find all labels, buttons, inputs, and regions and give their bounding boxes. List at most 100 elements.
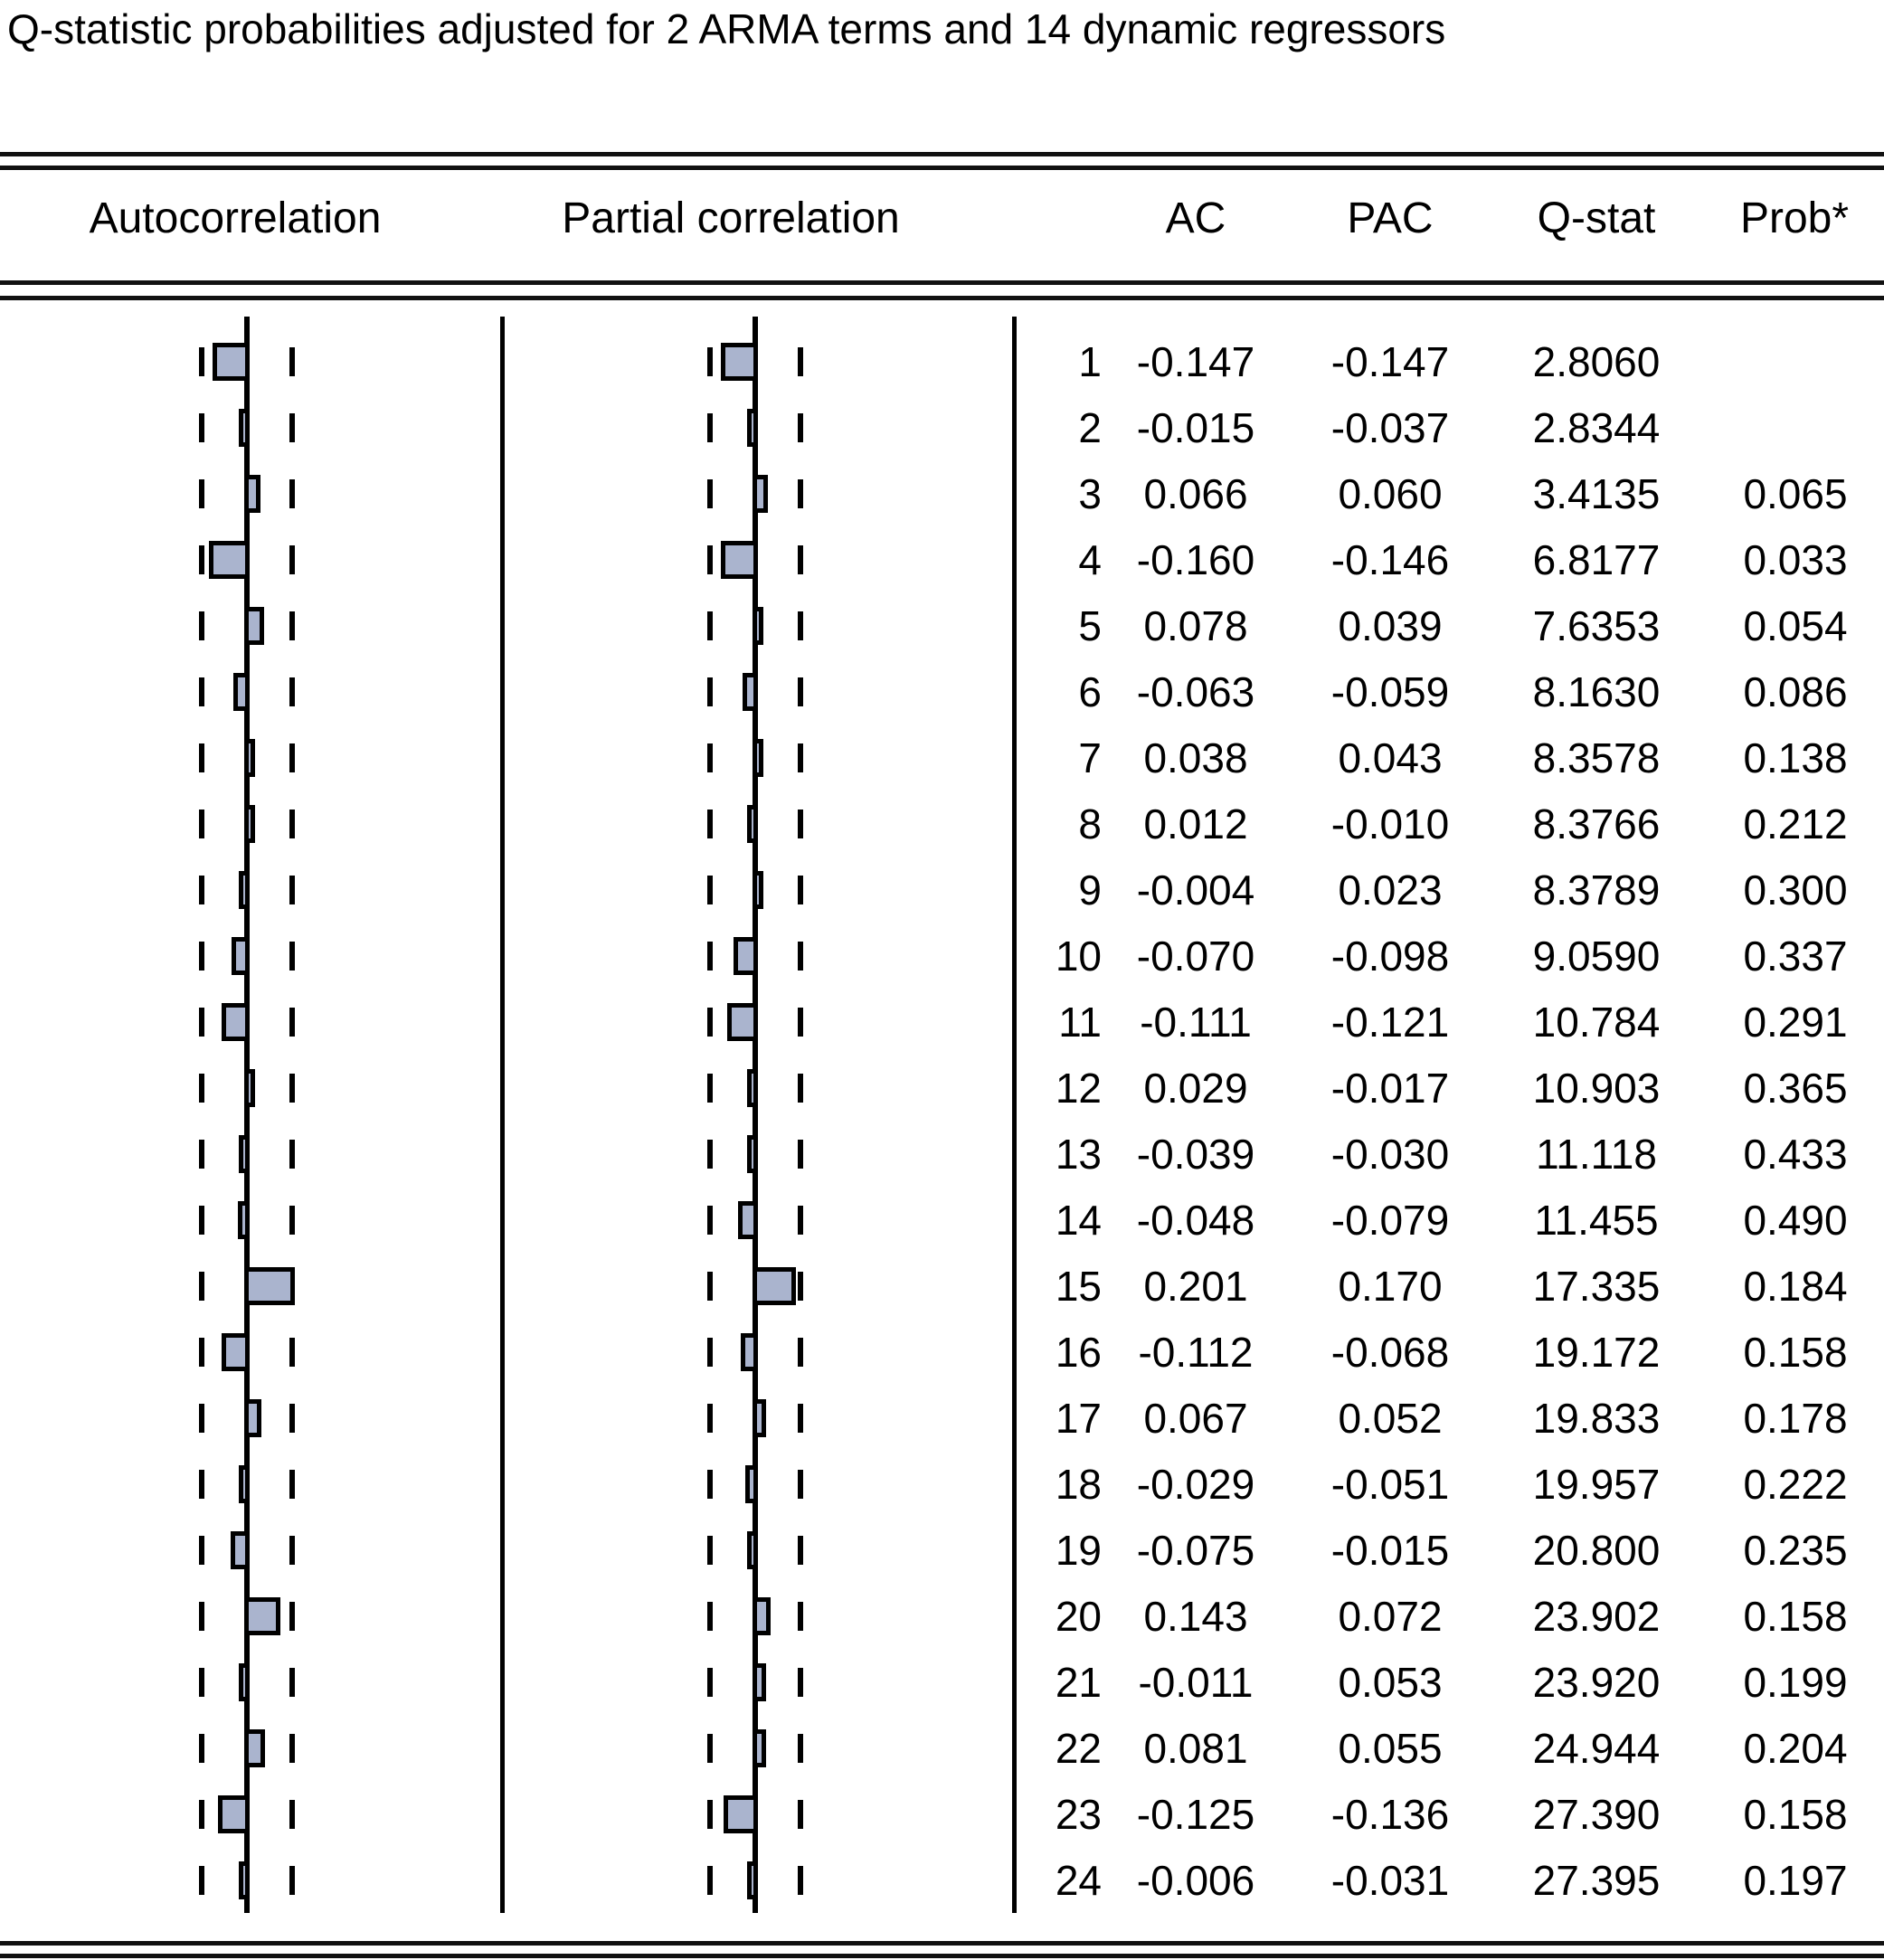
- pac-value: -0.098: [1330, 933, 1450, 980]
- column-separator-1: [500, 317, 505, 1913]
- pac-bar: [734, 937, 758, 975]
- ac-bar: [213, 343, 250, 381]
- ac-value: -0.006: [1136, 1857, 1255, 1904]
- ac-bar: [239, 409, 250, 447]
- column-header-pac: PAC: [1347, 194, 1434, 242]
- confidence-band-dash: [289, 677, 295, 706]
- confidence-band-dash: [707, 677, 713, 706]
- confidence-band-dash: [199, 479, 204, 508]
- ac-value: -0.112: [1138, 1329, 1254, 1376]
- confidence-band-dash: [289, 413, 295, 442]
- ac-bar: [239, 1465, 250, 1503]
- qstat-value: 27.395: [1532, 1857, 1661, 1904]
- prob-value: 0.212: [1743, 800, 1848, 847]
- confidence-band-dash: [707, 479, 713, 508]
- lag-label: 8: [1078, 800, 1102, 847]
- confidence-band-dash: [798, 1602, 803, 1631]
- pac-bar: [753, 871, 763, 909]
- prob-value: 0.138: [1743, 734, 1848, 781]
- pac-bar: [721, 343, 758, 381]
- ac-value: -0.039: [1136, 1131, 1255, 1178]
- bottom-rule-line-1: [0, 1941, 1884, 1946]
- ac-bar: [244, 739, 255, 777]
- confidence-band-dash: [707, 1668, 713, 1697]
- ac-bar: [244, 1399, 261, 1437]
- pac-bar: [753, 1597, 771, 1635]
- ac-value: 0.012: [1143, 800, 1248, 847]
- confidence-band-dash: [707, 1074, 713, 1103]
- confidence-band-dash: [289, 1074, 295, 1103]
- prob-value: 0.086: [1743, 668, 1848, 715]
- confidence-band-dash: [707, 1140, 713, 1169]
- confidence-band-dash: [707, 743, 713, 772]
- prob-value: 0.222: [1743, 1461, 1848, 1508]
- lag-label: 14: [1055, 1197, 1102, 1244]
- pac-value: 0.170: [1338, 1263, 1443, 1310]
- confidence-band-dash: [199, 1602, 204, 1631]
- ac-value: 0.029: [1143, 1065, 1248, 1112]
- qstat-value: 11.455: [1534, 1197, 1659, 1244]
- lag-label: 16: [1055, 1329, 1102, 1376]
- ac-bar: [244, 1267, 295, 1305]
- confidence-band-dash: [798, 1140, 803, 1169]
- prob-value: 0.235: [1743, 1527, 1848, 1574]
- confidence-band-dash: [289, 347, 295, 376]
- ac-value: -0.029: [1136, 1461, 1255, 1508]
- prob-value: 0.291: [1743, 999, 1848, 1046]
- confidence-band-dash: [289, 1602, 295, 1631]
- qstat-value: 23.902: [1532, 1593, 1661, 1640]
- lag-label: 12: [1055, 1065, 1102, 1112]
- pac-value: -0.010: [1330, 800, 1450, 847]
- confidence-band-dash: [199, 611, 204, 640]
- ac-bar: [222, 1003, 250, 1041]
- qstat-value: 2.8060: [1532, 338, 1661, 385]
- lag-label: 1: [1078, 338, 1102, 385]
- ac-bar: [239, 1663, 250, 1701]
- pac-value: -0.017: [1330, 1065, 1450, 1112]
- pac-value: 0.052: [1338, 1395, 1443, 1442]
- confidence-band-dash: [798, 1866, 803, 1895]
- confidence-band-dash: [707, 1602, 713, 1631]
- column-separator-2: [1012, 317, 1017, 1913]
- confidence-band-dash: [199, 1338, 204, 1367]
- confidence-band-dash: [199, 677, 204, 706]
- pac-bar: [753, 607, 763, 645]
- confidence-band-dash: [199, 1272, 204, 1301]
- confidence-band-dash: [707, 1800, 713, 1829]
- confidence-band-dash: [707, 1470, 713, 1499]
- pac-bar: [738, 1201, 758, 1239]
- confidence-band-dash: [199, 545, 204, 574]
- confidence-band-dash: [199, 810, 204, 838]
- lag-label: 21: [1055, 1659, 1102, 1706]
- pac-value: -0.051: [1330, 1461, 1450, 1508]
- prob-value: 0.204: [1743, 1725, 1848, 1772]
- qstat-value: 23.920: [1532, 1659, 1661, 1706]
- confidence-band-dash: [289, 876, 295, 904]
- confidence-band-dash: [707, 545, 713, 574]
- confidence-band-dash: [199, 1536, 204, 1565]
- pac-bar: [753, 475, 768, 513]
- pac-value: 0.039: [1338, 602, 1443, 649]
- confidence-band-dash: [798, 1404, 803, 1433]
- pac-bar: [753, 1663, 766, 1701]
- confidence-band-dash: [798, 942, 803, 971]
- lag-label: 20: [1055, 1593, 1102, 1640]
- ac-bar: [222, 1333, 250, 1371]
- confidence-band-dash: [289, 611, 295, 640]
- ac-value: -0.125: [1136, 1791, 1255, 1838]
- pac-bar: [753, 1267, 796, 1305]
- lag-label: 15: [1055, 1263, 1102, 1310]
- qstat-value: 27.390: [1532, 1791, 1661, 1838]
- confidence-band-dash: [199, 1206, 204, 1235]
- lag-label: 6: [1078, 668, 1102, 715]
- confidence-band-dash: [199, 942, 204, 971]
- pac-value: -0.136: [1330, 1791, 1450, 1838]
- confidence-band-dash: [707, 1272, 713, 1301]
- pac-value: 0.023: [1338, 866, 1443, 914]
- ac-bar: [232, 937, 250, 975]
- confidence-band-dash: [707, 413, 713, 442]
- ac-value: -0.063: [1136, 668, 1255, 715]
- lag-label: 22: [1055, 1725, 1102, 1772]
- confidence-band-dash: [199, 1734, 204, 1763]
- pac-value: 0.055: [1338, 1725, 1443, 1772]
